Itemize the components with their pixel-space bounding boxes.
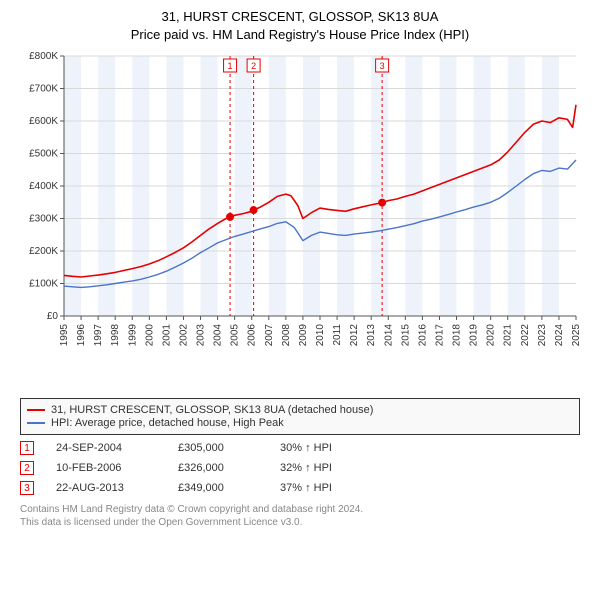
footer-line-2: This data is licensed under the Open Gov… — [20, 516, 580, 529]
svg-text:£400K: £400K — [29, 181, 58, 192]
sale-date: 10-FEB-2006 — [56, 462, 156, 474]
legend-item: 31, HURST CRESCENT, GLOSSOP, SK13 8UA (d… — [27, 404, 573, 416]
svg-text:£100K: £100K — [29, 279, 58, 290]
svg-text:2016: 2016 — [417, 324, 428, 347]
sale-marker-box: 1 — [20, 441, 34, 455]
legend-swatch — [27, 409, 45, 411]
svg-text:2001: 2001 — [161, 324, 172, 347]
svg-text:2: 2 — [251, 61, 256, 71]
svg-text:2019: 2019 — [469, 324, 480, 347]
svg-text:2020: 2020 — [486, 324, 497, 347]
svg-text:2011: 2011 — [332, 324, 343, 346]
svg-text:2003: 2003 — [196, 324, 207, 347]
sale-price: £326,000 — [178, 462, 258, 474]
svg-text:1999: 1999 — [127, 324, 138, 347]
legend-label: 31, HURST CRESCENT, GLOSSOP, SK13 8UA (d… — [51, 404, 373, 416]
sale-price: £349,000 — [178, 482, 258, 494]
chart-container: 31, HURST CRESCENT, GLOSSOP, SK13 8UA Pr… — [0, 0, 600, 590]
svg-text:£0: £0 — [47, 311, 59, 322]
svg-text:2021: 2021 — [503, 324, 514, 347]
line-chart-svg: £0 £100K £200K £300K £400K £500K £600K £700K £80… — [12, 50, 588, 390]
chart-area: £0 £100K £200K £300K £400K £500K £600K £700K £80… — [12, 50, 588, 390]
svg-text:1998: 1998 — [110, 324, 121, 347]
sale-hpi-delta: 32% ↑ HPI — [280, 462, 332, 474]
svg-text:2005: 2005 — [230, 324, 241, 347]
legend-label: HPI: Average price, detached house, High… — [51, 417, 284, 429]
svg-text:2010: 2010 — [315, 324, 326, 347]
svg-text:2013: 2013 — [366, 324, 377, 347]
svg-text:2007: 2007 — [264, 324, 275, 347]
legend: 31, HURST CRESCENT, GLOSSOP, SK13 8UA (d… — [20, 398, 580, 435]
svg-text:2023: 2023 — [537, 324, 548, 347]
legend-item: HPI: Average price, detached house, High… — [27, 417, 573, 429]
sale-date: 22-AUG-2013 — [56, 482, 156, 494]
sale-row: 2 10-FEB-2006 £326,000 32% ↑ HPI — [20, 461, 580, 475]
title-address: 31, HURST CRESCENT, GLOSSOP, SK13 8UA — [12, 8, 588, 26]
svg-text:£700K: £700K — [29, 84, 58, 95]
svg-text:2025: 2025 — [571, 324, 582, 347]
svg-text:£600K: £600K — [29, 116, 58, 127]
sale-row: 3 22-AUG-2013 £349,000 37% ↑ HPI — [20, 481, 580, 495]
svg-text:2015: 2015 — [400, 324, 411, 347]
svg-text:£500K: £500K — [29, 149, 58, 160]
svg-text:2008: 2008 — [281, 324, 292, 347]
title-block: 31, HURST CRESCENT, GLOSSOP, SK13 8UA Pr… — [12, 8, 588, 44]
svg-text:1997: 1997 — [93, 324, 104, 347]
sales-table: 1 24-SEP-2004 £305,000 30% ↑ HPI 2 10-FEB-200… — [20, 441, 580, 495]
sale-date: 24-SEP-2004 — [56, 442, 156, 454]
svg-text:2004: 2004 — [213, 324, 224, 347]
sale-marker-box: 2 — [20, 461, 34, 475]
svg-text:1996: 1996 — [76, 324, 87, 347]
footer-line-1: Contains HM Land Registry data © Crown c… — [20, 503, 580, 516]
legend-swatch — [27, 422, 45, 424]
sale-hpi-delta: 30% ↑ HPI — [280, 442, 332, 454]
svg-text:£800K: £800K — [29, 51, 58, 62]
svg-text:2002: 2002 — [178, 324, 189, 347]
svg-text:2017: 2017 — [434, 324, 445, 347]
sale-price: £305,000 — [178, 442, 258, 454]
svg-text:2024: 2024 — [554, 324, 565, 347]
svg-text:1: 1 — [228, 61, 233, 71]
svg-text:£200K: £200K — [29, 246, 58, 257]
svg-text:1995: 1995 — [59, 324, 70, 347]
sale-row: 1 24-SEP-2004 £305,000 30% ↑ HPI — [20, 441, 580, 455]
svg-text:2014: 2014 — [383, 324, 394, 347]
svg-text:3: 3 — [380, 61, 385, 71]
sale-hpi-delta: 37% ↑ HPI — [280, 482, 332, 494]
svg-text:2018: 2018 — [452, 324, 463, 347]
svg-text:2006: 2006 — [247, 324, 258, 347]
svg-text:2022: 2022 — [520, 324, 531, 347]
sale-marker-box: 3 — [20, 481, 34, 495]
svg-text:2000: 2000 — [144, 324, 155, 347]
svg-text:£300K: £300K — [29, 214, 58, 225]
svg-text:2009: 2009 — [298, 324, 309, 347]
svg-text:2012: 2012 — [349, 324, 360, 347]
title-subtitle: Price paid vs. HM Land Registry's House … — [12, 26, 588, 44]
footer-attribution: Contains HM Land Registry data © Crown c… — [20, 503, 580, 529]
